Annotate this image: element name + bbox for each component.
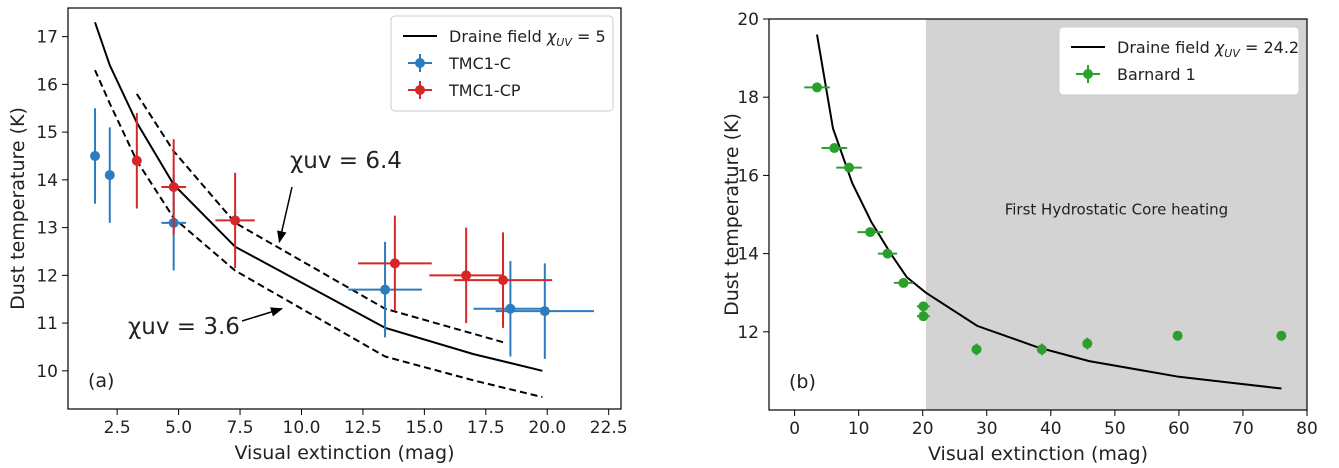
y-tick-label: 12 (36, 266, 58, 286)
y-tick-label: 14 (737, 245, 759, 265)
data-point (230, 215, 241, 226)
data-point (1082, 338, 1093, 349)
x-tick-label: 70 (1232, 419, 1254, 439)
x-tick-label: 0 (789, 419, 800, 439)
x-tick-label: 7.5 (227, 418, 254, 438)
y-tick-label: 14 (36, 171, 58, 191)
legend-label-sub: UV (1224, 47, 1241, 60)
plot-content (804, 34, 1287, 390)
x-tick-label: 2.5 (104, 418, 131, 438)
legend-box (390, 15, 614, 112)
annotation-text: χuv = 3.6 (128, 314, 240, 340)
legend-label-sub: UV (556, 36, 573, 49)
legend-point-marker (415, 58, 425, 68)
x-tick-label: 10 (848, 419, 870, 439)
legend-label-math: χ (546, 27, 557, 46)
y-tick-label: 10 (36, 362, 58, 382)
data-point (104, 170, 115, 181)
legend-label: TMC1-C (448, 54, 511, 73)
data-point (918, 301, 929, 312)
data-point (971, 344, 982, 355)
legend: Draine field χUV = 24.2 Barnard 1 (1058, 26, 1300, 96)
x-tick-label: 22.5 (590, 418, 628, 438)
panel-label: (a) (88, 370, 114, 392)
legend-point-marker (1083, 69, 1093, 79)
shaded-region-label: First Hydrostatic Core heating (1005, 201, 1228, 219)
axes-frame (67, 7, 622, 410)
annotation-arrow (241, 307, 283, 322)
x-tick-label: 12.5 (344, 418, 382, 438)
x-tick-label: 17.5 (467, 418, 505, 438)
data-point (898, 277, 909, 288)
legend-point-marker (415, 85, 425, 95)
panel-label: (b) (789, 371, 816, 393)
data-point (812, 82, 823, 93)
y-axis-label: Dust temperature (K) (721, 113, 743, 316)
x-axis-label: Visual extinction (mag) (234, 442, 454, 464)
data-point (1036, 344, 1047, 355)
y-tick-label: 13 (36, 219, 58, 239)
x-tick-label: 40 (1040, 419, 1062, 439)
y-tick-label: 12 (737, 323, 759, 343)
y-axis-label: Dust temperature (K) (7, 107, 29, 310)
panel-b: First Hydrostatic Core heating 0 10 20 30 40 5… (721, 10, 1318, 465)
series-line-0 (816, 34, 1282, 390)
legend-label-tail: = 24.2 (1240, 38, 1299, 57)
legend-label-text: Draine field (1117, 38, 1215, 57)
legend-label: TMC1-CP (448, 81, 521, 100)
data-point (1172, 330, 1183, 341)
x-tick-label: 80 (1296, 419, 1318, 439)
series-line-0 (94, 21, 543, 372)
data-point (168, 182, 179, 193)
data-point (90, 150, 101, 161)
series-line-1 (135, 93, 504, 344)
axes-frame (768, 18, 1308, 411)
y-tick-label: 18 (737, 88, 759, 108)
y-tick-label: 15 (36, 123, 58, 143)
x-tick-label: 5.0 (165, 418, 192, 438)
x-tick-label: 20 (912, 419, 934, 439)
series-line-2 (94, 69, 543, 399)
annotation-arrow (277, 186, 293, 244)
legend-label: Draine field χUV = 5 (449, 27, 606, 49)
data-point (505, 303, 516, 314)
legend-label-tail: = 5 (572, 27, 606, 46)
legend-label: Barnard 1 (1117, 65, 1196, 84)
x-tick-label: 20.0 (528, 418, 566, 438)
data-point (389, 258, 400, 269)
x-tick-label: 50 (1104, 419, 1126, 439)
data-point (131, 155, 142, 166)
data-point (498, 275, 509, 286)
data-point (829, 143, 840, 154)
x-tick-label: 15.0 (405, 418, 443, 438)
panel-a: 2.5 5.0 7.5 10.0 12.5 15.0 17.5 20.0 22.5 10 11 12 1… (7, 7, 628, 464)
x-axis-label: Visual extinction (mag) (928, 443, 1148, 465)
y-tick-label: 16 (737, 166, 759, 186)
data-point (844, 162, 855, 173)
annotation-text: χuv = 6.4 (290, 148, 402, 174)
y-tick-label: 17 (36, 28, 58, 48)
legend-label-text: Draine field (449, 27, 547, 46)
y-tick-label: 11 (36, 314, 58, 334)
data-point (1276, 330, 1287, 341)
data-point (918, 311, 929, 322)
data-point (461, 270, 472, 281)
legend-box (1058, 26, 1300, 96)
data-point (380, 284, 391, 295)
data-point (539, 306, 550, 317)
legend-label: Draine field χUV = 24.2 (1117, 38, 1299, 60)
y-tick-label: 16 (36, 75, 58, 95)
data-point (882, 248, 893, 259)
x-tick-label: 30 (976, 419, 998, 439)
x-tick-label: 10.0 (283, 418, 321, 438)
y-tick-label: 20 (737, 10, 759, 30)
data-point (865, 227, 876, 238)
x-tick-label: 60 (1168, 419, 1190, 439)
legend-label-math: χ (1214, 38, 1225, 57)
legend: Draine field χUV = 5 TMC1-C TMC1-CP (390, 15, 614, 112)
plot-content (90, 21, 594, 399)
